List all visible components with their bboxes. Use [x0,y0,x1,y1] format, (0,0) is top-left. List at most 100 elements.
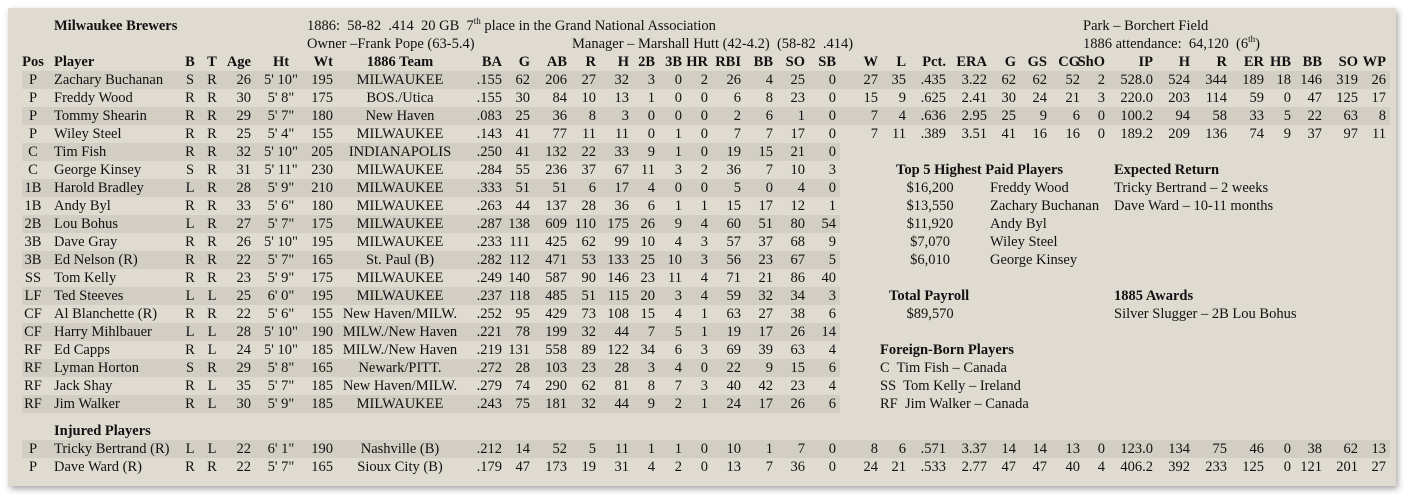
pitching-cell-h: 94 [1175,108,1191,124]
batting-cell-r: 11 [582,126,596,142]
batting-cell-ba: .250 [476,144,502,160]
manager: Manager – Marshall Hutt (42-4.2) (58-82 … [572,36,854,52]
batting-cell-ht: 5' 9" [267,270,295,286]
batting-cell-player: Ed Nelson (R) [54,252,138,268]
pitching-cell-gs: 16 [1032,126,1048,142]
batting-cell-bb: 23 [758,252,774,268]
batting-cell-1886-team: BOS./Utica [366,90,434,106]
batting-cell-ab: 84 [552,90,568,106]
batting-cell-ab: 36 [552,108,568,124]
batting-cell-1886-team: MILW./New Haven [342,342,458,358]
batting-cell-pos: RF [24,378,42,394]
batting-cell-t: L [207,342,217,358]
batting-cell-b: R [185,396,195,412]
batting-cell-r: 89 [581,342,597,358]
batting-cell-so: 1 [797,108,805,124]
pitching-cell-h: 524 [1168,72,1190,88]
batting-cell-rbi: 10 [726,441,742,457]
batting-cell-ab: 429 [545,306,567,322]
record-suffix: place in the Grand National Association [480,18,716,34]
batting-cell-h: 31 [614,459,630,475]
pitching-cell-gs: 47 [1032,459,1048,475]
header-pitching-gs: GS [1027,54,1047,70]
batting-cell-ab: 485 [545,288,567,304]
top-paid-salary: $16,200 [906,180,954,196]
batting-cell-pos: P [28,441,38,457]
batting-cell-bb: 7 [765,459,773,475]
header-pitching-ip: IP [1138,54,1154,70]
batting-cell-t: R [207,144,217,160]
batting-cell-h: 13 [614,90,630,106]
batting-cell-1886-team: Newark/PITT. [358,360,442,376]
batting-cell-g: 131 [508,342,530,358]
batting-cell-sb: 3 [828,288,836,304]
batting-cell-g: 138 [508,216,530,232]
batting-cell-player: Tommy Shearin [54,108,147,124]
batting-cell-3b: 10 [667,252,683,268]
batting-cell-pos: C [28,144,38,160]
batting-cell-r: 10 [581,90,597,106]
top-paid-name: Wiley Steel [990,234,1058,250]
header-pitching-so: SO [1338,54,1358,70]
batting-cell-so: 67 [790,252,806,268]
batting-cell-hr: 0 [700,459,708,475]
batting-cell-player: Andy Byl [54,198,111,214]
batting-cell-so: 38 [790,306,806,322]
batting-cell-ab: 609 [545,216,567,232]
batting-cell-bb: 15 [758,144,774,160]
batting-cell-wt: 155 [311,126,333,142]
batting-cell-wt: 205 [311,144,333,160]
batting-cell-wt: 165 [311,252,333,268]
pitching-cell-gs: 24 [1032,90,1048,106]
pitching-cell-g: 30 [1001,90,1017,106]
batting-cell-1886-team: Sioux City (B) [357,459,443,475]
top-paid-salary: $6,010 [910,252,950,268]
batting-cell-wt: 190 [311,324,333,340]
pitching-cell-wp: 11 [1372,126,1386,142]
batting-cell-1886-team: MILWAUKEE [356,198,444,214]
batting-cell-pos: P [28,459,38,475]
batting-cell-r: 110 [574,216,596,232]
header-pitching-bb: BB [1302,54,1322,70]
pitching-cell-h: 392 [1168,459,1190,475]
pitching-cell-sho: 0 [1097,126,1105,142]
batting-cell-b: R [185,126,195,142]
pitching-cell-pct: .625 [920,90,946,106]
owner: Owner –Frank Pope (63-5.4) [307,36,475,52]
batting-cell-ab: 199 [545,324,567,340]
batting-cell-ab: 206 [545,72,567,88]
expected-return-item: Dave Ward – 10-11 months [1114,198,1274,214]
batting-cell-t: R [207,360,217,376]
batting-cell-2b: 11 [641,162,655,178]
batting-cell-2b: 34 [640,342,656,358]
pitching-cell-sho: 3 [1097,90,1105,106]
row-stripe [22,143,840,161]
batting-cell-rbi: 24 [726,396,742,412]
batting-cell-ab: 52 [552,441,568,457]
header-pitching-cg: CG [1058,54,1080,70]
batting-cell-b: L [185,216,195,232]
header-pitching-wp: WP [1362,54,1386,70]
batting-cell-hr: 0 [700,360,708,376]
header-1886-team: 1886 Team [366,54,434,70]
batting-cell-so: 34 [790,288,806,304]
batting-cell-t: R [207,252,217,268]
batting-cell-so: 25 [790,72,806,88]
batting-cell-rbi: 2 [733,108,741,124]
row-stripe [22,359,840,377]
batting-cell-g: 74 [515,378,531,394]
top-paid-salary: $13,550 [906,198,954,214]
batting-cell-r: 23 [581,360,597,376]
batting-cell-bb: 32 [758,288,774,304]
batting-cell-rbi: 5 [733,180,741,196]
batting-cell-3b: 2 [674,459,682,475]
batting-cell-rbi: 13 [726,459,742,475]
batting-cell-ht: 5' 11" [264,162,298,178]
batting-cell-sb: 0 [828,108,836,124]
batting-cell-sb: 54 [821,216,837,232]
pitching-cell-g: 47 [1001,459,1017,475]
header-bb: BB [753,54,773,70]
batting-cell-ab: 181 [545,396,567,412]
batting-cell-ba: .237 [476,288,502,304]
pitching-cell-era: 3.51 [961,126,987,142]
